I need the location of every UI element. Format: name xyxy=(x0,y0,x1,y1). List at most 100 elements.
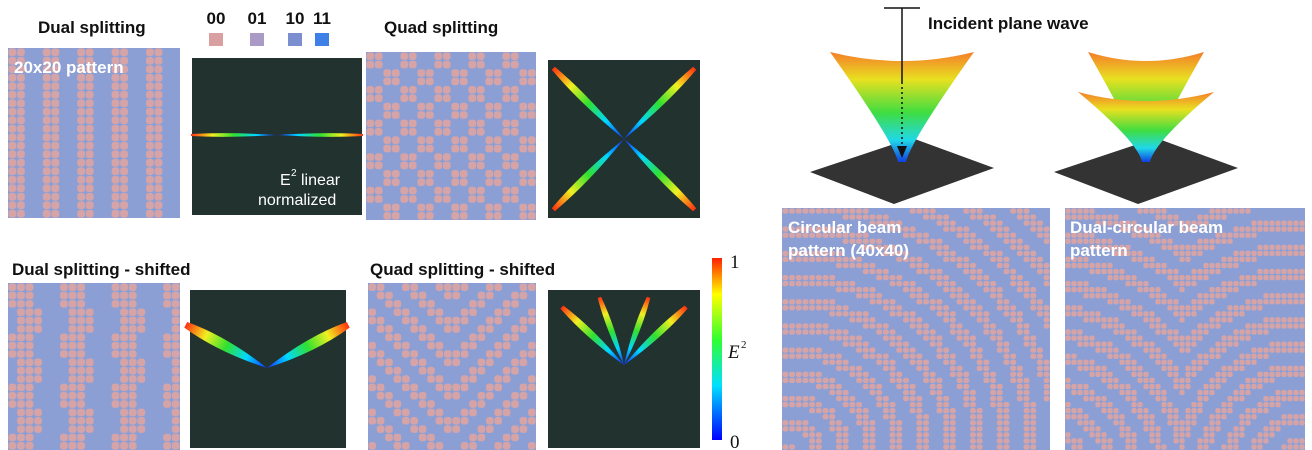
cell xyxy=(870,329,876,334)
cell xyxy=(823,432,829,437)
cell xyxy=(957,245,963,250)
cell xyxy=(443,153,451,161)
cell xyxy=(519,170,527,178)
cell xyxy=(930,227,936,232)
cell xyxy=(863,366,869,371)
cell xyxy=(1179,245,1184,250)
cell xyxy=(937,432,943,437)
cell xyxy=(970,214,976,219)
cell xyxy=(990,227,996,232)
cell xyxy=(1197,390,1202,395)
cell xyxy=(923,335,929,340)
cell xyxy=(1209,420,1214,425)
cell xyxy=(1024,366,1030,371)
cell xyxy=(1245,444,1250,449)
cell xyxy=(836,208,842,213)
cell xyxy=(375,204,383,212)
cell xyxy=(51,99,59,107)
cell xyxy=(8,82,16,90)
cell xyxy=(1077,420,1082,425)
cell xyxy=(477,195,485,203)
cell xyxy=(1143,311,1148,316)
cell xyxy=(155,384,163,392)
cell xyxy=(1155,281,1160,286)
cell xyxy=(870,342,876,347)
cell xyxy=(1203,360,1208,365)
cell xyxy=(1077,342,1082,347)
cell xyxy=(427,308,435,316)
cell xyxy=(890,444,896,449)
cell xyxy=(1101,275,1106,280)
cell xyxy=(1095,305,1100,310)
cell xyxy=(1227,287,1232,292)
cell xyxy=(444,317,452,325)
cell xyxy=(849,402,855,407)
cell xyxy=(163,159,171,167)
cell xyxy=(1167,329,1172,334)
cell xyxy=(477,136,485,144)
cell xyxy=(1095,342,1100,347)
cell xyxy=(983,420,989,425)
cell xyxy=(112,159,120,167)
cell xyxy=(1233,396,1238,401)
cell xyxy=(417,103,425,111)
cell xyxy=(43,350,51,358)
cell xyxy=(86,334,94,342)
cell xyxy=(1269,287,1274,292)
field-note: normalized xyxy=(258,192,336,209)
cell xyxy=(77,325,85,333)
cell xyxy=(1030,354,1036,359)
cell xyxy=(796,426,802,431)
cell xyxy=(1149,323,1154,328)
cell xyxy=(856,281,862,286)
cell xyxy=(1221,317,1226,322)
cell xyxy=(1275,420,1280,425)
cell xyxy=(51,350,59,358)
cell xyxy=(1269,402,1274,407)
cell xyxy=(1209,378,1214,383)
cell xyxy=(469,409,477,417)
cell xyxy=(409,153,417,161)
cell xyxy=(1245,384,1250,389)
cell xyxy=(910,402,916,407)
cell xyxy=(77,108,85,116)
cell xyxy=(146,334,154,342)
cell xyxy=(60,82,68,90)
cell xyxy=(1185,360,1190,365)
cell xyxy=(990,426,996,431)
cell xyxy=(1149,432,1154,437)
cell xyxy=(1173,366,1178,371)
cell xyxy=(120,48,128,56)
cell xyxy=(502,103,510,111)
cell xyxy=(910,317,916,322)
cell xyxy=(896,281,902,286)
cell xyxy=(426,195,434,203)
cell xyxy=(1155,269,1160,274)
cell xyxy=(1287,305,1292,310)
cell xyxy=(77,317,85,325)
cell xyxy=(910,323,916,328)
cell xyxy=(1119,354,1124,359)
cell xyxy=(451,111,459,119)
cell xyxy=(1257,408,1262,413)
cell xyxy=(366,178,374,186)
cell xyxy=(876,402,882,407)
cell xyxy=(469,384,477,392)
cell xyxy=(789,396,795,401)
cell xyxy=(849,305,855,310)
cell xyxy=(468,187,476,195)
cell xyxy=(1197,366,1202,371)
cell xyxy=(86,367,94,375)
cell xyxy=(519,78,527,86)
cell xyxy=(494,317,502,325)
cell xyxy=(1037,221,1043,226)
cell xyxy=(1293,208,1298,213)
cell xyxy=(34,125,42,133)
cell xyxy=(1257,323,1262,328)
cell xyxy=(519,103,527,111)
cell xyxy=(1299,366,1304,371)
cell xyxy=(957,299,963,304)
cell xyxy=(963,257,969,262)
cell xyxy=(460,128,468,136)
cell xyxy=(1024,287,1030,292)
